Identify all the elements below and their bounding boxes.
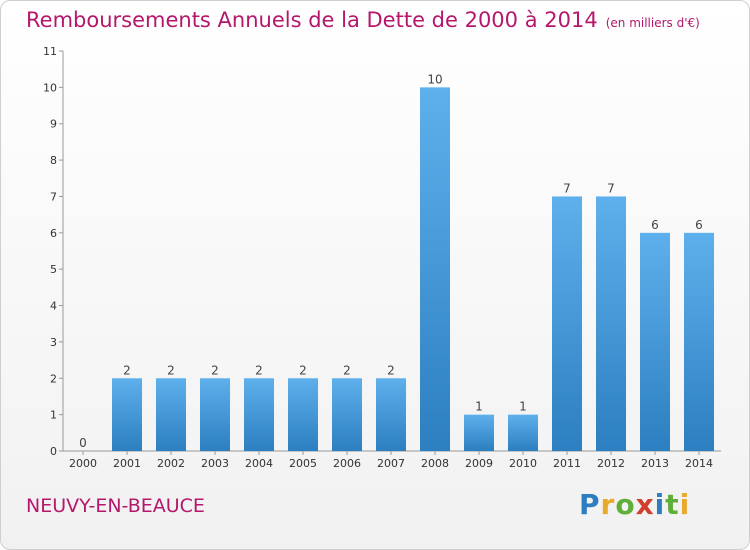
data-label: 2	[123, 363, 131, 377]
x-tick-label: 2001	[113, 457, 141, 470]
bar	[376, 378, 406, 451]
bar	[420, 87, 450, 451]
y-tick-label: 8	[50, 154, 57, 167]
bar	[332, 378, 362, 451]
x-tick-label: 2002	[157, 457, 185, 470]
y-tick-label: 6	[50, 227, 57, 240]
x-tick-label: 2014	[685, 457, 713, 470]
bar	[684, 232, 714, 451]
logo-letter: r	[600, 488, 616, 521]
data-label: 2	[167, 363, 175, 377]
bar	[200, 378, 230, 451]
bar	[508, 414, 538, 451]
x-tick-label: 2004	[245, 457, 273, 470]
x-tick-label: 2012	[597, 457, 625, 470]
logo-letter: i	[654, 488, 666, 521]
x-tick-label: 2003	[201, 457, 229, 470]
bar	[244, 378, 274, 451]
chart-title: Remboursements Annuels de la Dette de 20…	[26, 8, 700, 32]
bar	[596, 196, 626, 451]
data-label: 7	[607, 181, 615, 195]
data-label: 10	[427, 72, 442, 86]
bar	[288, 378, 318, 451]
data-label: 2	[387, 363, 395, 377]
bar	[464, 414, 494, 451]
data-label: 2	[255, 363, 263, 377]
data-label: 2	[211, 363, 219, 377]
x-tick-label: 2007	[377, 457, 405, 470]
logo-letter: t	[665, 488, 680, 521]
y-tick-label: 0	[50, 445, 57, 458]
proxiti-logo: Proxiti	[579, 488, 690, 521]
data-label: 2	[343, 363, 351, 377]
data-label: 2	[299, 363, 307, 377]
x-tick-label: 2010	[509, 457, 537, 470]
chart-subtitle: (en milliers d'€)	[605, 16, 700, 30]
logo-letter: o	[615, 488, 636, 521]
bar	[156, 378, 186, 451]
x-tick-label: 2000	[69, 457, 97, 470]
data-label: 0	[79, 436, 87, 450]
x-tick-label: 2013	[641, 457, 669, 470]
data-label: 7	[563, 181, 571, 195]
bar	[552, 196, 582, 451]
x-tick-label: 2005	[289, 457, 317, 470]
logo-letter: i	[679, 488, 691, 521]
data-label: 6	[651, 218, 659, 232]
x-tick-label: 2011	[553, 457, 581, 470]
y-tick-label: 4	[50, 300, 57, 313]
bar	[112, 378, 142, 451]
y-tick-label: 5	[50, 263, 57, 276]
chart-title-text: Remboursements Annuels de la Dette de 20…	[26, 8, 598, 32]
bar	[640, 232, 670, 451]
y-tick-label: 9	[50, 118, 57, 131]
x-tick-label: 2009	[465, 457, 493, 470]
logo-letter: x	[635, 488, 655, 521]
data-label: 1	[519, 400, 527, 414]
y-tick-label: 11	[43, 45, 57, 58]
y-tick-label: 10	[43, 81, 57, 94]
data-label: 6	[695, 218, 703, 232]
y-tick-label: 7	[50, 190, 57, 203]
y-tick-label: 1	[50, 409, 57, 422]
data-label: 1	[475, 400, 483, 414]
x-tick-label: 2006	[333, 457, 361, 470]
logo-letter: P	[579, 488, 601, 521]
y-tick-label: 2	[50, 372, 57, 385]
y-tick-label: 3	[50, 336, 57, 349]
x-tick-label: 2008	[421, 457, 449, 470]
place-name: NEUVY-EN-BEAUCE	[26, 495, 205, 517]
